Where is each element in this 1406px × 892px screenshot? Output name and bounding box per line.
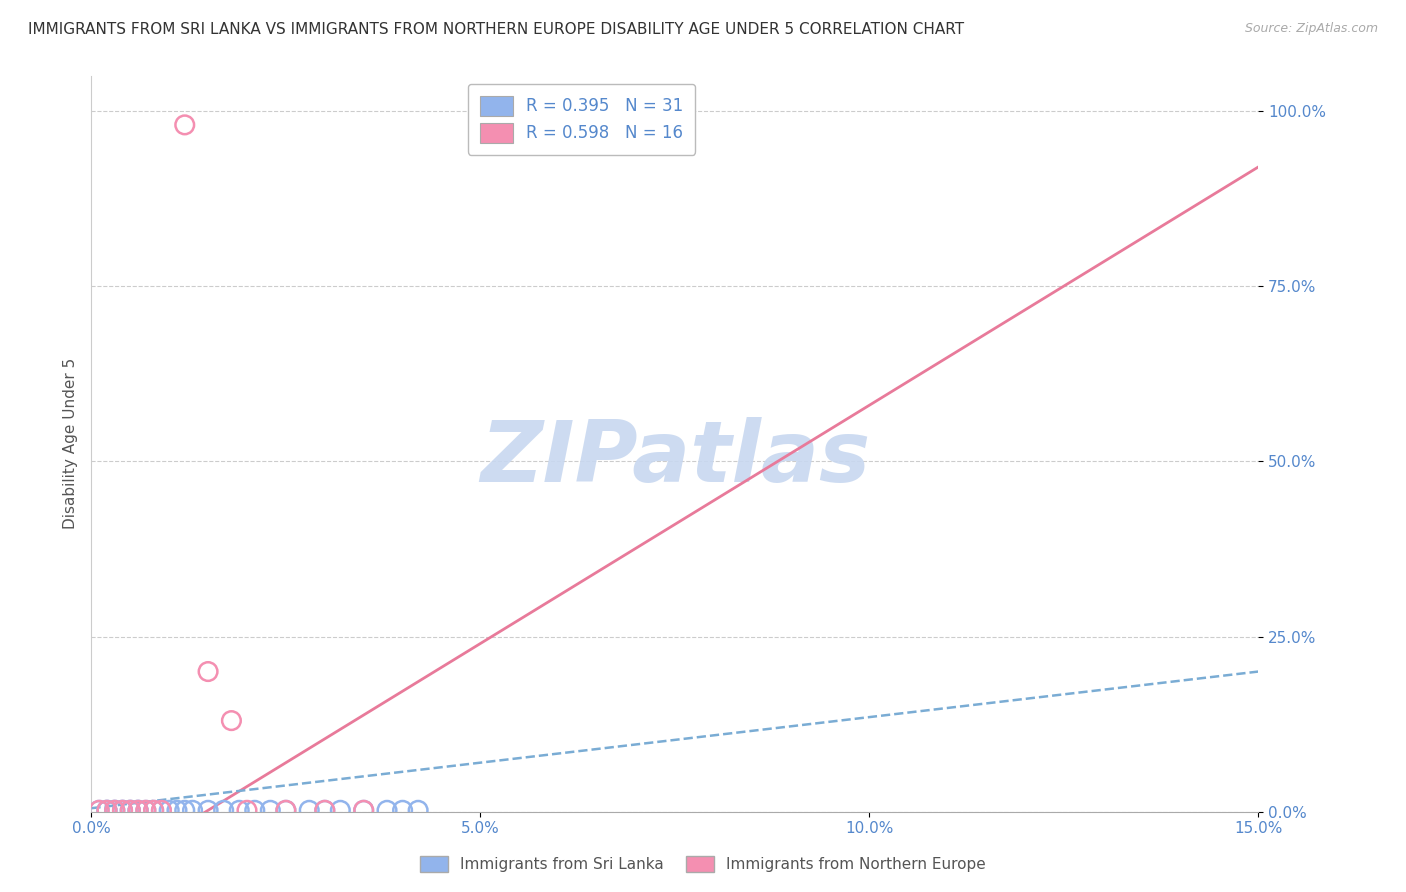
Point [120,803,142,817]
Point [89,803,111,817]
Point [391,803,413,817]
Point [236,803,259,817]
Text: ZIPatlas: ZIPatlas [479,417,870,500]
Point [135,803,157,817]
Point [142,803,165,817]
Point [96,803,118,817]
Point [228,803,250,817]
Point [197,803,219,817]
Point [111,803,134,817]
Legend: R = 0.395   N = 31, R = 0.598   N = 16: R = 0.395 N = 31, R = 0.598 N = 16 [468,84,695,155]
Point [353,803,375,817]
Point [127,803,149,817]
Point [243,803,266,817]
Point [142,803,165,817]
Point [96,803,118,817]
Point [314,803,336,817]
Point [173,118,195,132]
Point [406,803,429,817]
Text: IMMIGRANTS FROM SRI LANKA VS IMMIGRANTS FROM NORTHERN EUROPE DISABILITY AGE UNDE: IMMIGRANTS FROM SRI LANKA VS IMMIGRANTS … [28,22,965,37]
Point [329,803,352,817]
Y-axis label: Disability Age Under 5: Disability Age Under 5 [62,359,77,529]
Point [120,803,142,817]
Point [96,803,118,817]
Point [181,803,204,817]
Point [274,803,297,817]
Point [89,803,111,817]
Point [127,803,149,817]
Point [135,803,157,817]
Point [104,803,127,817]
Point [259,803,281,817]
Point [173,803,195,817]
Point [274,803,297,817]
Legend: Immigrants from Sri Lanka, Immigrants from Northern Europe: Immigrants from Sri Lanka, Immigrants fr… [412,848,994,880]
Point [314,803,336,817]
Point [166,803,188,817]
Point [104,803,127,817]
Point [212,803,235,817]
Point [150,803,173,817]
Point [111,803,134,817]
Point [375,803,398,817]
Point [150,803,173,817]
Point [111,803,134,817]
Point [298,803,321,817]
Point [353,803,375,817]
Point [120,803,142,817]
Point [127,803,149,817]
Text: Source: ZipAtlas.com: Source: ZipAtlas.com [1244,22,1378,36]
Point [104,803,127,817]
Point [221,714,243,728]
Point [157,803,180,817]
Point [197,665,219,679]
